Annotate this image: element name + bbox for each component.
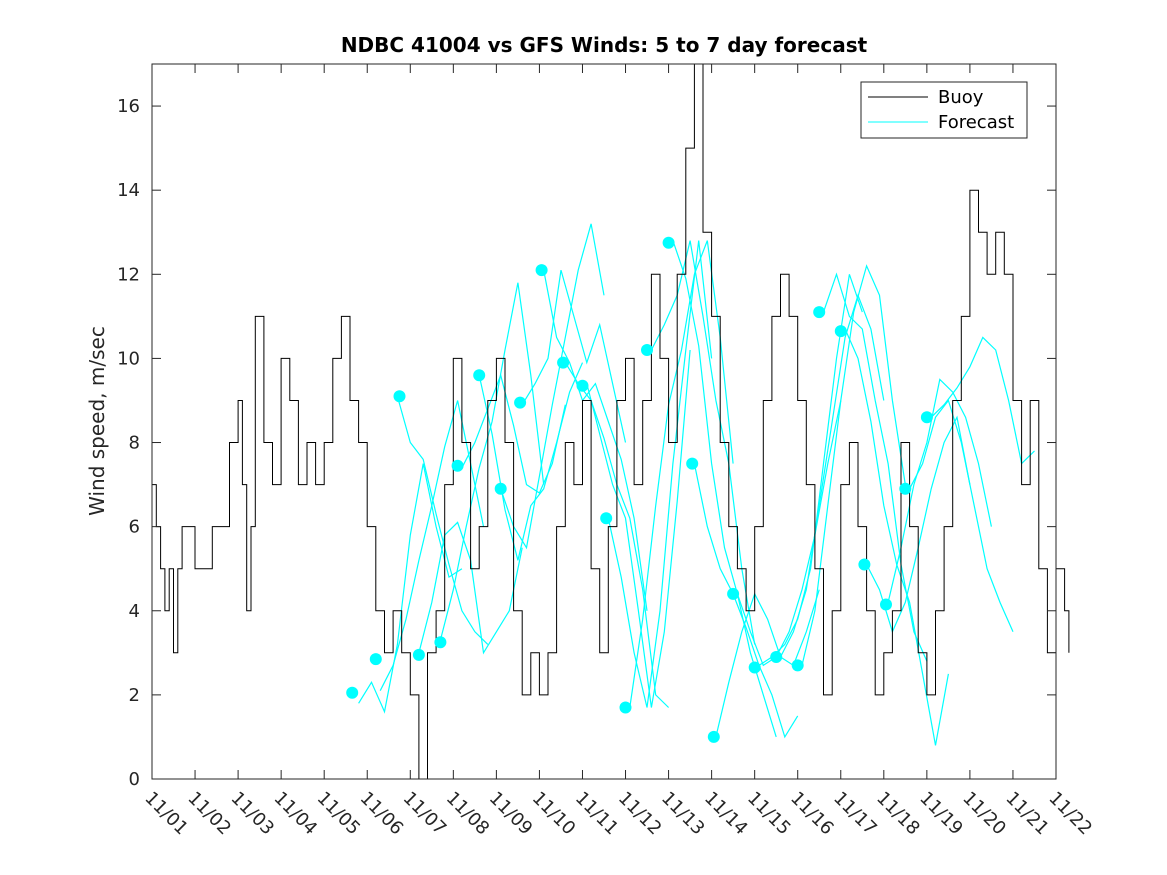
forecast-marker bbox=[451, 459, 464, 472]
y-tick-label: 4 bbox=[129, 601, 140, 622]
forecast-series-line bbox=[521, 269, 627, 443]
forecast-series-line bbox=[693, 463, 799, 739]
legend-box bbox=[860, 81, 1028, 139]
forecast-series-line bbox=[396, 396, 489, 645]
forecast-marker bbox=[899, 482, 912, 495]
forecast-series-line bbox=[672, 240, 777, 738]
forecast-marker bbox=[641, 344, 653, 356]
forecast-marker bbox=[557, 356, 570, 369]
forecast-series-line bbox=[543, 269, 648, 611]
forecast-marker bbox=[619, 701, 632, 714]
forecast-marker bbox=[576, 379, 589, 392]
forecast-series-line bbox=[736, 400, 842, 667]
forecast-series-line bbox=[629, 240, 734, 708]
forecast-series-line bbox=[779, 293, 885, 658]
forecast-marker bbox=[369, 653, 382, 666]
buoy-series-line bbox=[152, 63, 1070, 780]
forecast-marker bbox=[473, 369, 486, 382]
y-axis: 0 2 4 6 8 10 12 14 16 bbox=[117, 96, 1056, 790]
forecast-series-line bbox=[930, 336, 1035, 465]
y-tick-label: 12 bbox=[117, 264, 140, 285]
forecast-marker bbox=[834, 325, 847, 338]
forecast-marker bbox=[346, 686, 359, 699]
forecast-marker bbox=[600, 512, 613, 525]
legend: Buoy Forecast bbox=[860, 81, 1028, 139]
y-tick-label: 10 bbox=[117, 348, 140, 369]
forecast-marker bbox=[412, 648, 425, 661]
forecast-marker bbox=[770, 651, 783, 663]
forecast-series-line bbox=[822, 272, 928, 662]
chart-title: NDBC 41004 vs GFS Winds: 5 to 7 day fore… bbox=[341, 33, 868, 57]
forecast-series-line bbox=[500, 223, 605, 550]
forecast-series-line bbox=[801, 264, 906, 666]
forecast-marker bbox=[434, 636, 447, 649]
forecast-marker bbox=[494, 482, 507, 495]
forecast-marker bbox=[791, 659, 804, 672]
y-tick-label: 14 bbox=[117, 180, 140, 201]
forecast-marker bbox=[686, 457, 699, 470]
forecast-marker bbox=[393, 390, 406, 403]
plot-area bbox=[152, 64, 1056, 779]
y-axis-title: Wind speed, m/sec bbox=[85, 326, 109, 516]
y-tick-label: 0 bbox=[129, 769, 140, 790]
forecast-marker bbox=[858, 558, 871, 571]
forecast-marker bbox=[813, 306, 826, 319]
y-tick-label: 16 bbox=[117, 96, 140, 117]
forecast-marker bbox=[707, 730, 720, 743]
legend-label-buoy: Buoy bbox=[938, 87, 984, 108]
legend-label-forecast: Forecast bbox=[938, 112, 1014, 133]
forecast-marker bbox=[880, 598, 892, 611]
forecast-marker bbox=[727, 587, 740, 600]
forecast-series-line bbox=[909, 399, 1014, 633]
forecast-series-line bbox=[887, 378, 992, 603]
series-layer bbox=[152, 63, 1070, 780]
forecast-series-line bbox=[586, 349, 691, 708]
forecast-series-line bbox=[439, 282, 545, 641]
forecast-marker bbox=[920, 411, 933, 424]
forecast-series-line bbox=[715, 589, 820, 738]
forecast-series-line bbox=[478, 362, 584, 561]
forecast-marker bbox=[514, 396, 527, 409]
y-tick-label: 2 bbox=[129, 685, 140, 706]
y-tick-label: 8 bbox=[129, 433, 140, 454]
y-tick-label: 6 bbox=[129, 517, 140, 538]
forecast-marker bbox=[535, 264, 548, 277]
axes-box bbox=[151, 63, 1057, 780]
forecast-marker bbox=[748, 661, 761, 674]
forecast-marker bbox=[662, 236, 675, 249]
